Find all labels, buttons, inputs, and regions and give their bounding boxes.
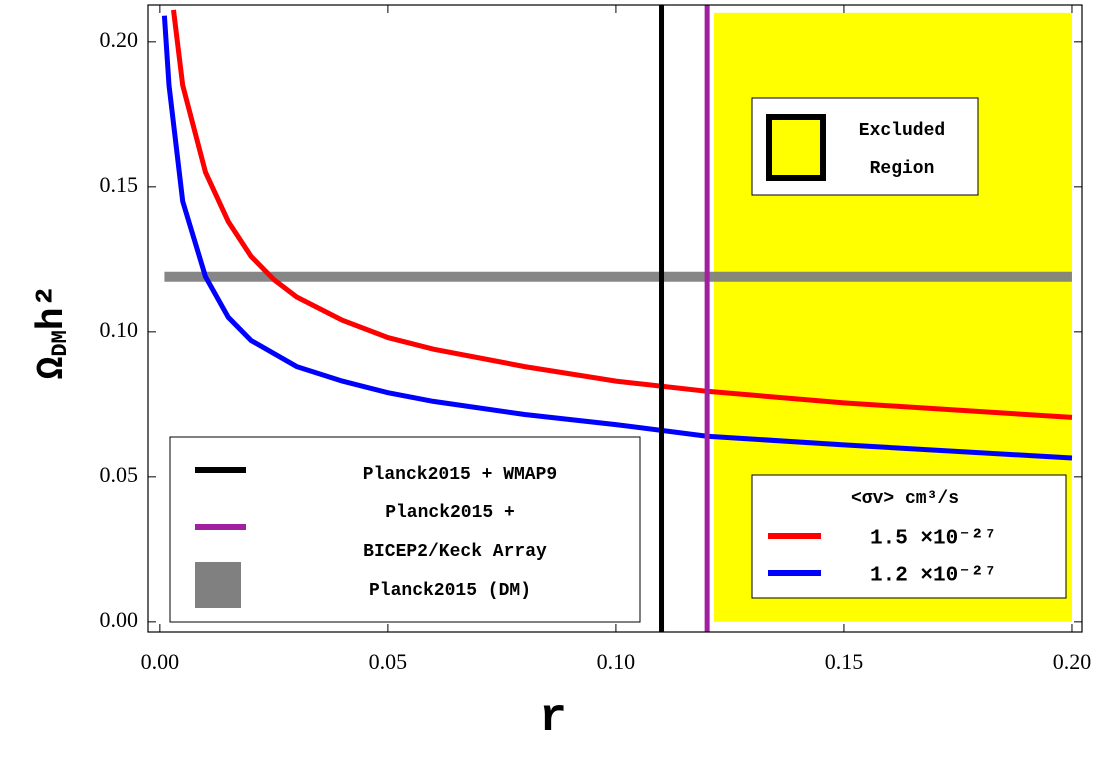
legend-text: Planck2015 + WMAP9 (363, 465, 557, 485)
y-label-subscript: DM (48, 330, 73, 356)
curve (171, 9, 1073, 420)
y-axis-label: ΩDMh² (31, 285, 74, 380)
y-tick-label: 0.05 (100, 462, 139, 487)
x-tick-label: 0.00 (141, 649, 180, 674)
x-tick-label: 0.10 (597, 649, 636, 674)
y-tick-label: 0.15 (100, 172, 139, 197)
legend-text: Planck2015 + (385, 503, 515, 523)
legend-text: Excluded (859, 121, 945, 141)
legend-text: BICEP2/Keck Array (363, 542, 547, 562)
legend-title: <σv> cm³/s (851, 489, 959, 509)
legend-text: Planck2015 (DM) (369, 581, 531, 601)
y-tick-label: 0.10 (100, 317, 139, 342)
legend-text: 1.5 ×10⁻²⁷ (870, 528, 996, 551)
x-tick-label: 0.05 (369, 649, 408, 674)
legend-text: Region (870, 159, 935, 179)
curve (161, 15, 1073, 461)
x-axis-label: r (539, 692, 567, 744)
y-label-rest: h² (31, 285, 74, 331)
y-label-symbol: Ω (31, 357, 74, 380)
x-tick-label: 0.20 (1053, 649, 1092, 674)
legend-box (169, 436, 641, 623)
plot-frame (147, 4, 1083, 633)
x-tick-label: 0.15 (825, 649, 864, 674)
y-tick-label: 0.00 (100, 607, 139, 632)
legend-text: 1.2 ×10⁻²⁷ (870, 565, 996, 588)
legend-swatch (195, 562, 241, 608)
y-tick-label: 0.20 (100, 27, 139, 52)
legend-swatch (766, 114, 826, 181)
